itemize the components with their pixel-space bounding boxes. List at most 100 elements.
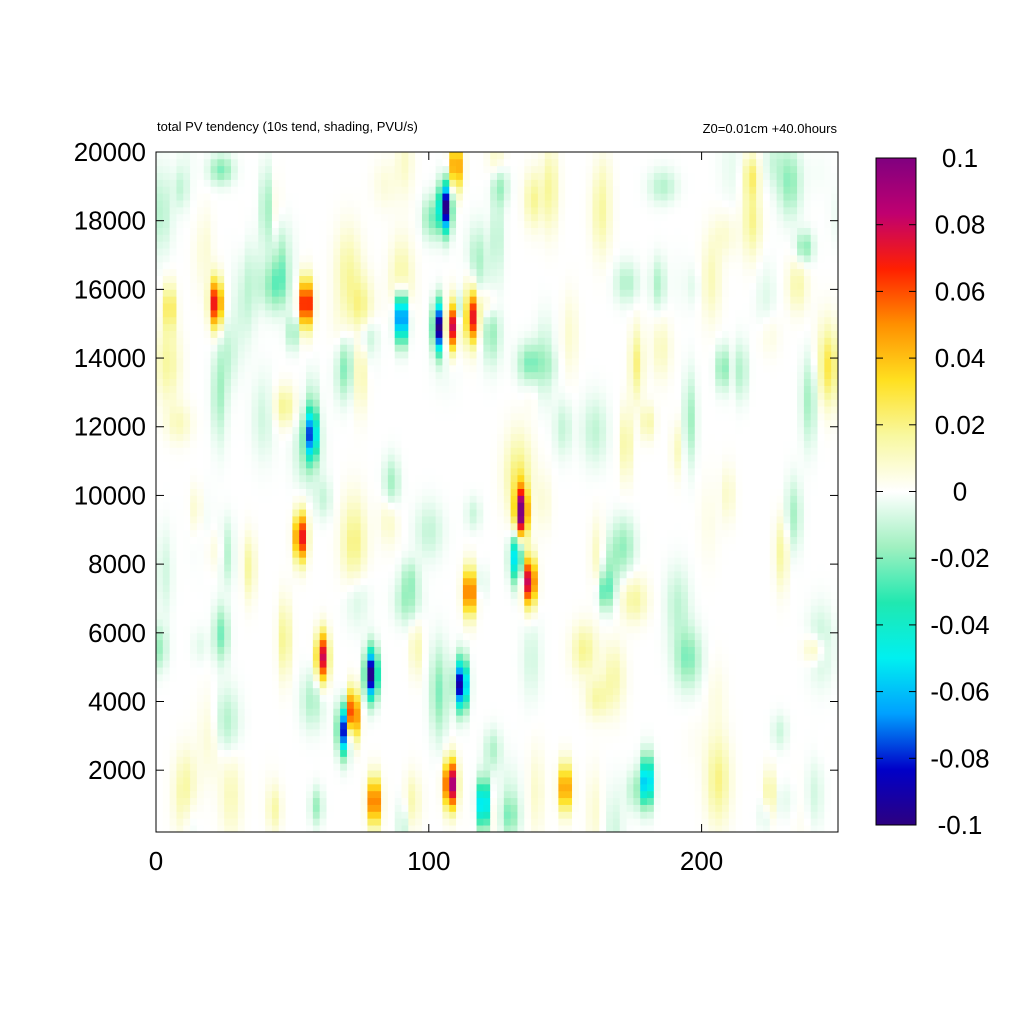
heatmap-cell xyxy=(490,392,498,400)
heatmap-cell xyxy=(483,516,491,524)
heatmap-cell xyxy=(456,158,464,167)
heatmap-cell xyxy=(469,680,477,689)
heatmap-cell xyxy=(278,200,286,208)
heatmap-cell xyxy=(387,522,396,531)
heatmap-cell xyxy=(237,330,246,338)
heatmap-cell xyxy=(442,509,450,517)
heatmap-cell xyxy=(456,797,464,805)
heatmap-cell xyxy=(360,330,368,338)
heatmap-cell xyxy=(231,234,239,242)
heatmap-cell xyxy=(367,481,375,489)
heatmap-cell xyxy=(442,296,450,304)
heatmap-cell xyxy=(278,385,286,393)
heatmap-cell xyxy=(387,708,396,716)
heatmap-cell xyxy=(415,811,423,819)
heatmap-cell xyxy=(442,399,450,407)
heatmap-cell xyxy=(306,536,314,544)
heatmap-cell xyxy=(319,488,327,496)
heatmap-cell xyxy=(483,825,491,833)
heatmap-cell xyxy=(374,399,382,407)
heatmap-cell xyxy=(162,323,171,331)
heatmap-cell xyxy=(271,598,280,606)
heatmap-cell xyxy=(224,385,232,393)
heatmap-cell xyxy=(251,495,259,503)
heatmap-cell xyxy=(190,632,198,641)
heatmap-cell xyxy=(449,467,457,476)
heatmap-cell xyxy=(401,570,409,579)
heatmap-cell xyxy=(244,653,252,661)
heatmap-cell xyxy=(469,474,477,483)
heatmap-cell xyxy=(483,385,491,393)
heatmap-cell xyxy=(435,303,443,311)
heatmap-cell xyxy=(203,385,211,393)
heatmap-cell xyxy=(353,632,361,641)
heatmap-cell xyxy=(224,543,232,551)
heatmap-cell xyxy=(353,206,361,215)
heatmap-cell xyxy=(196,818,205,826)
heatmap-cell xyxy=(326,289,334,297)
heatmap-cell xyxy=(442,742,450,750)
heatmap-cell xyxy=(203,323,211,331)
heatmap-cell xyxy=(456,584,464,592)
heatmap-cell xyxy=(299,570,307,579)
heatmap-cell xyxy=(462,399,471,407)
heatmap-cell xyxy=(285,605,293,613)
heatmap-cell xyxy=(292,687,300,696)
heatmap-cell xyxy=(360,275,368,283)
heatmap-cell xyxy=(346,158,355,167)
heatmap-cell xyxy=(306,193,314,201)
heatmap-cell xyxy=(278,193,286,201)
heatmap-cell xyxy=(169,516,177,524)
heatmap-cell xyxy=(442,591,450,599)
heatmap-cell xyxy=(449,674,457,682)
heatmap-cell xyxy=(176,715,184,723)
heatmap-cell xyxy=(190,516,198,524)
heatmap-cell xyxy=(401,474,409,483)
heatmap-cell xyxy=(210,344,218,352)
heatmap-cell xyxy=(367,454,375,462)
heatmap-cell xyxy=(462,358,471,366)
heatmap-cell xyxy=(210,509,218,517)
heatmap-cell xyxy=(340,481,348,489)
heatmap-cell xyxy=(156,241,164,249)
heatmap-cell xyxy=(374,591,382,599)
heatmap-cell xyxy=(210,330,218,338)
heatmap-cell xyxy=(196,763,205,771)
heatmap-cell xyxy=(428,440,437,448)
heatmap-cell xyxy=(346,543,355,551)
heatmap-cell xyxy=(210,371,218,380)
heatmap-cell xyxy=(353,275,361,283)
heatmap-cell xyxy=(428,296,437,304)
heatmap-cell xyxy=(244,680,252,689)
heatmap-cell xyxy=(306,234,314,242)
heatmap-cell xyxy=(217,206,225,215)
heatmap-cell xyxy=(217,275,225,283)
heatmap-cell xyxy=(203,495,211,503)
heatmap-cell xyxy=(462,172,471,180)
heatmap-cell xyxy=(237,392,246,400)
heatmap-cell xyxy=(442,632,450,641)
heatmap-cell xyxy=(387,474,396,483)
heatmap-cell xyxy=(244,605,252,613)
heatmap-cell xyxy=(190,660,198,668)
heatmap-cell xyxy=(190,467,198,476)
heatmap-cell xyxy=(333,770,341,778)
heatmap-cell xyxy=(231,749,239,757)
heatmap-cell xyxy=(271,777,280,785)
heatmap-cell xyxy=(292,461,300,469)
heatmap-cell xyxy=(196,667,205,675)
heatmap-cell xyxy=(203,213,211,222)
heatmap-cell xyxy=(387,577,396,586)
heatmap-cell xyxy=(271,612,280,620)
heatmap-cell xyxy=(183,667,191,675)
heatmap-cell xyxy=(162,481,171,489)
heatmap-cell xyxy=(285,598,293,606)
heatmap-cell xyxy=(299,653,307,661)
heatmap-cell xyxy=(210,461,218,469)
heatmap-cell xyxy=(483,811,491,819)
heatmap-cell xyxy=(306,777,314,785)
heatmap-cell xyxy=(421,309,430,318)
heatmap-cell xyxy=(469,165,477,174)
heatmap-cell xyxy=(265,282,273,290)
heatmap-cell xyxy=(428,481,437,489)
